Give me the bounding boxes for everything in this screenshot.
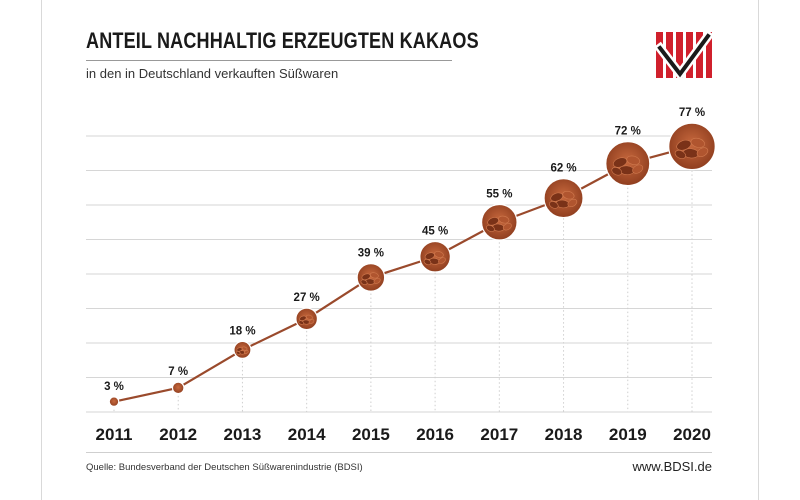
marker-circle (480, 203, 518, 241)
cocoa-bean (305, 314, 313, 320)
value-label: 39 % (358, 248, 384, 260)
cocoa-bean (241, 346, 248, 351)
cocoa-bean (674, 150, 686, 159)
x-tick-label: 2014 (288, 425, 326, 444)
x-tick-label: 2020 (673, 425, 711, 444)
value-label: 62 % (550, 163, 576, 175)
chart-title: ANTEIL NACHHALTIG ERZEUGTEN KAKAOS (86, 28, 479, 53)
cocoa-bean (360, 279, 368, 285)
website-link[interactable]: www.BDSI.de (632, 459, 712, 474)
cocoa-bean-marker (295, 307, 319, 331)
cocoa-bean (298, 320, 305, 325)
cocoa-bean (502, 222, 512, 231)
x-tick-label: 2018 (545, 425, 583, 444)
cocoa-bean (498, 215, 510, 224)
title-divider (86, 60, 452, 61)
cocoa-bean (632, 164, 644, 174)
cocoa-bean-marker (543, 178, 584, 219)
x-tick-label: 2012 (159, 425, 197, 444)
value-label: 77 % (679, 107, 705, 119)
cocoa-bean (235, 351, 241, 355)
x-tick-label: 2016 (416, 425, 454, 444)
cocoa-bean (562, 190, 575, 200)
value-label: 27 % (294, 292, 320, 304)
value-labels: 3 % 7 % 18 % 27 % 39 % 45 % 55 % 62 % 72 % 77 % (104, 107, 705, 393)
marker-circle (295, 307, 319, 331)
footer-divider (86, 452, 712, 453)
cocoa-bean-marker (171, 381, 185, 395)
x-tick-label: 2017 (480, 425, 518, 444)
marker-circle (356, 263, 386, 292)
chart-subtitle: in den in Deutschland verkauften Süßware… (86, 66, 339, 81)
cocoa-bean (308, 319, 315, 324)
cocoa-bean (373, 277, 381, 284)
marker-circle (543, 178, 584, 219)
marker-circle (419, 240, 451, 273)
cocoa-bean (438, 257, 446, 264)
x-axis-labels: 2011 2012 2013 2014 2015 2016 2017 2018 2019 2020 (96, 425, 711, 444)
source-note: Quelle: Bundesverband der Deutschen Süßw… (86, 462, 363, 473)
cocoa-bean-marker (480, 203, 518, 241)
cocoa-bean-marker (233, 340, 252, 359)
cocoa-bean (549, 201, 559, 209)
marker-circle (668, 122, 716, 171)
page-frame (41, 0, 759, 500)
value-label: 7 % (168, 366, 188, 378)
cocoa-bean (611, 167, 623, 176)
cocoa-bean (696, 147, 709, 157)
cocoa-bean (243, 350, 249, 354)
cocoa-bean (369, 272, 379, 279)
x-tick-label: 2013 (224, 425, 262, 444)
x-tick-label: 2011 (96, 425, 133, 444)
cocoa-bean (567, 198, 578, 208)
marker-circle (605, 141, 651, 187)
cocoa-bean-marker (356, 263, 386, 292)
cocoa-bean-marker (605, 141, 651, 187)
value-label: 45 % (422, 226, 448, 238)
cocoa-bean (486, 225, 495, 232)
cocoa-bean-marker (668, 122, 716, 171)
value-label: 18 % (229, 325, 255, 337)
gridlines (86, 135, 712, 413)
cocoa-bean (690, 137, 705, 148)
series-line (113, 145, 693, 403)
value-label: 55 % (486, 189, 512, 201)
cocoa-bean (434, 251, 444, 258)
marker-circle (171, 381, 185, 395)
series-line-path (113, 145, 693, 403)
marker-circle (233, 340, 252, 359)
value-label: 3 % (104, 381, 124, 393)
cocoa-bean-marker (419, 240, 451, 273)
x-tick-label: 2019 (609, 425, 647, 444)
x-tick-label: 2015 (352, 425, 390, 444)
cocoa-bean (423, 259, 432, 266)
value-label: 72 % (615, 126, 641, 138)
cocoa-bean (626, 155, 641, 165)
markers (108, 122, 716, 407)
bdsi-logo-icon (656, 30, 712, 82)
marker-circle (108, 396, 120, 407)
cocoa-bean-marker (108, 396, 120, 407)
